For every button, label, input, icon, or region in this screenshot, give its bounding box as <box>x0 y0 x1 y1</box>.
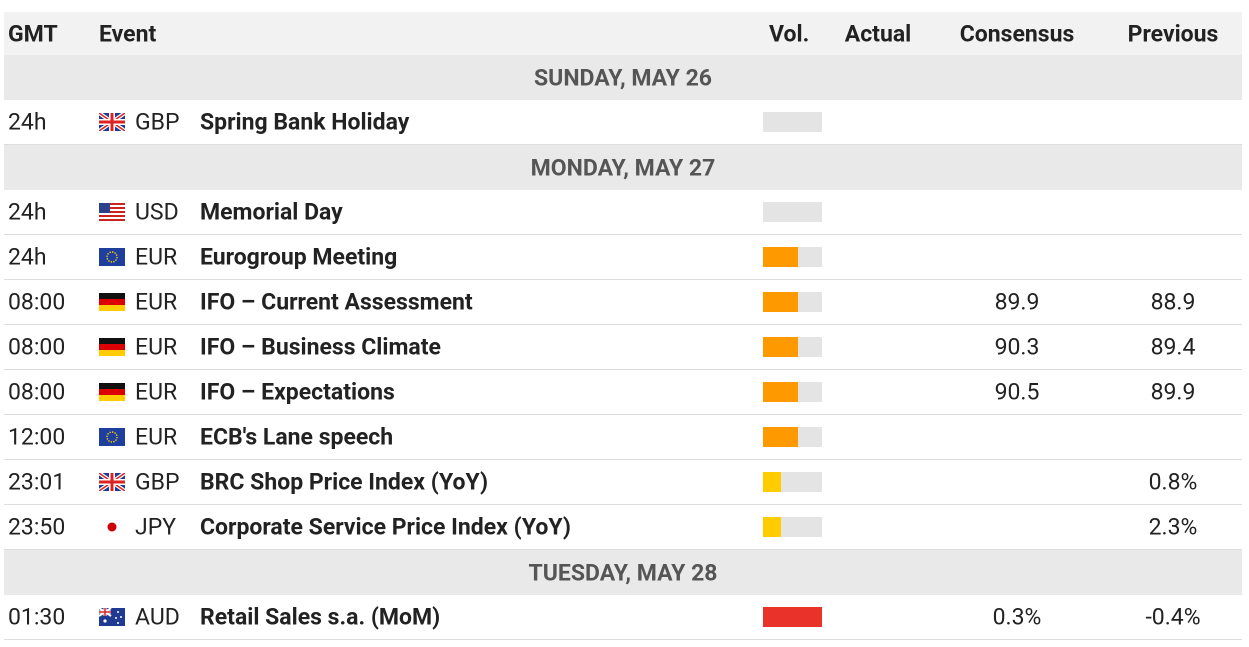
time: 12:00 <box>8 423 66 451</box>
header-gmt: GMT <box>8 20 58 47</box>
currency: EUR <box>135 423 178 451</box>
event-row[interactable]: 08:00 EUR IFO – Current Assessment 89.9 … <box>4 280 1242 325</box>
day-row: TUESDAY, MAY 28 <box>4 550 1242 595</box>
flag <box>99 338 125 356</box>
event-row[interactable]: 08:00 EUR IFO – Business Climate 90.3 89… <box>4 325 1242 370</box>
flag <box>99 203 125 221</box>
header-row: GMT Event Vol. Actual Consensus Previous <box>4 12 1242 55</box>
volatility <box>763 202 822 222</box>
volatility <box>763 292 822 312</box>
event-row[interactable]: 12:00 EUR ECB's Lane speech <box>4 415 1242 460</box>
header-consensus: Consensus <box>959 20 1075 47</box>
time: 01:30 <box>8 603 66 631</box>
currency: EUR <box>135 378 178 406</box>
consensus: 90.3 <box>994 333 1040 361</box>
previous: 89.9 <box>1150 378 1196 406</box>
day-row: SUNDAY, MAY 26 <box>4 55 1242 100</box>
time: 24h <box>8 243 47 271</box>
time: 24h <box>8 198 47 226</box>
consensus: 89.9 <box>994 288 1040 316</box>
consensus: 0.3% <box>992 603 1042 631</box>
flag <box>99 473 125 491</box>
previous: 2.3% <box>1148 513 1198 541</box>
event-name: ECB's Lane speech <box>200 423 394 451</box>
currency: GBP <box>135 468 180 496</box>
time: 23:50 <box>8 513 66 541</box>
event-name: Memorial Day <box>200 198 343 226</box>
event-row[interactable]: 23:50 JPY Corporate Service Price Index … <box>4 505 1242 550</box>
event-row[interactable]: 24h GBP Spring Bank Holiday <box>4 100 1242 145</box>
event-name: Retail Sales s.a. (MoM) <box>200 603 441 631</box>
event-name: IFO – Current Assessment <box>200 288 473 316</box>
currency: JPY <box>135 513 177 541</box>
time: 24h <box>8 108 47 136</box>
volatility <box>763 247 822 267</box>
flag <box>99 113 125 131</box>
flag <box>99 608 125 626</box>
currency: EUR <box>135 288 178 316</box>
time: 08:00 <box>8 288 66 316</box>
currency: AUD <box>135 603 180 631</box>
currency: EUR <box>135 243 178 271</box>
calendar-table: GMT Event Vol. Actual Consensus Previous… <box>4 12 1242 640</box>
header-vol: Vol. <box>769 20 810 47</box>
currency: EUR <box>135 333 178 361</box>
volatility <box>763 427 822 447</box>
volatility <box>763 337 822 357</box>
flag <box>99 518 125 536</box>
day-label: MONDAY, MAY 27 <box>530 154 716 181</box>
previous: 89.4 <box>1150 333 1196 361</box>
event-row[interactable]: 01:30 AUD Retail Sales s.a. (MoM) 0.3% -… <box>4 595 1242 640</box>
event-row[interactable]: 24h USD Memorial Day <box>4 190 1242 235</box>
time: 08:00 <box>8 378 66 406</box>
flag <box>99 428 125 446</box>
event-name: IFO – Expectations <box>200 378 395 406</box>
event-name: Corporate Service Price Index (YoY) <box>200 513 571 541</box>
event-name: Eurogroup Meeting <box>200 243 398 271</box>
currency: USD <box>135 198 179 226</box>
event-name: IFO – Business Climate <box>200 333 441 361</box>
volatility <box>763 112 822 132</box>
header-previous: Previous <box>1127 20 1219 47</box>
consensus: 90.5 <box>994 378 1040 406</box>
flag <box>99 293 125 311</box>
header-actual: Actual <box>844 20 912 47</box>
currency: GBP <box>135 108 180 136</box>
day-label: SUNDAY, MAY 26 <box>534 64 712 91</box>
volatility <box>763 517 822 537</box>
time: 08:00 <box>8 333 66 361</box>
flag <box>99 383 125 401</box>
event-name: BRC Shop Price Index (YoY) <box>200 468 489 496</box>
time: 23:01 <box>8 468 66 496</box>
day-label: TUESDAY, MAY 28 <box>528 559 718 586</box>
flag <box>99 248 125 266</box>
day-row: MONDAY, MAY 27 <box>4 145 1242 190</box>
volatility <box>763 382 822 402</box>
volatility <box>763 607 822 627</box>
event-row[interactable]: 23:01 GBP BRC Shop Price Index (YoY) 0.8… <box>4 460 1242 505</box>
header-event: Event <box>99 20 157 47</box>
previous: -0.4% <box>1145 603 1201 631</box>
previous: 88.9 <box>1150 288 1196 316</box>
previous: 0.8% <box>1148 468 1198 496</box>
volatility <box>763 472 822 492</box>
event-row[interactable]: 24h EUR Eurogroup Meeting <box>4 235 1242 280</box>
event-name: Spring Bank Holiday <box>200 108 410 136</box>
event-row[interactable]: 08:00 EUR IFO – Expectations 90.5 89.9 <box>4 370 1242 415</box>
